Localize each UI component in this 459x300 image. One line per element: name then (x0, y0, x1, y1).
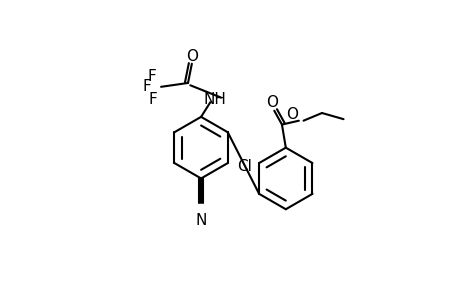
Text: O: O (185, 49, 197, 64)
Text: NH: NH (203, 92, 226, 107)
Text: F: F (147, 68, 156, 83)
Text: F: F (142, 79, 151, 94)
Text: O: O (285, 107, 297, 122)
Text: Cl: Cl (237, 159, 252, 174)
Text: O: O (265, 95, 277, 110)
Text: N: N (195, 212, 207, 227)
Text: F: F (149, 92, 157, 106)
